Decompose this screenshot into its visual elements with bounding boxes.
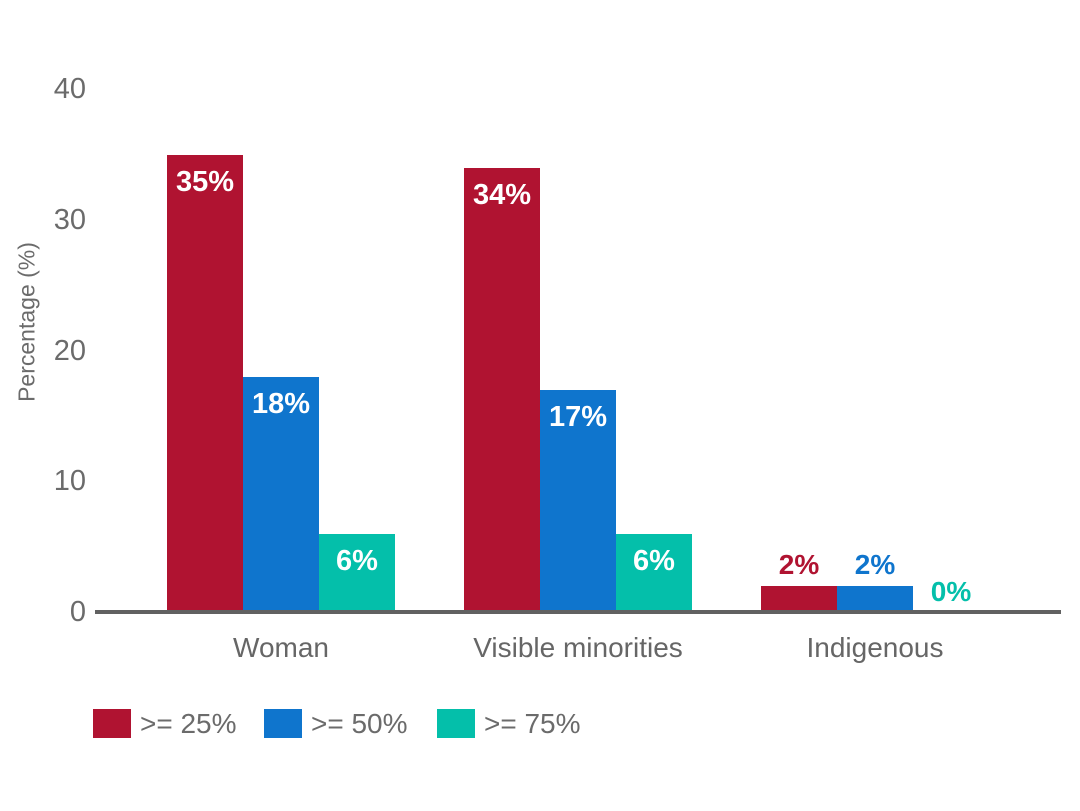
legend-swatch-50 <box>264 709 302 738</box>
bar-value-label: 2% <box>778 549 820 580</box>
bar-indigenous-1 <box>761 586 837 612</box>
bar-value-label: 35% <box>175 166 235 198</box>
bar-value-label: 0% <box>930 576 972 607</box>
bar-value-label: 6% <box>633 545 675 577</box>
bar-value-label: 18% <box>251 388 311 420</box>
legend-swatch-25 <box>93 709 131 738</box>
bar-value-label: 17% <box>548 401 608 433</box>
legend-swatch-75 <box>437 709 475 738</box>
legend-label-50: >= 50% <box>311 708 408 739</box>
y-tick-label: 10 <box>53 465 86 497</box>
y-tick-label: 0 <box>69 596 86 628</box>
y-tick-label: 40 <box>53 73 86 105</box>
bar-visible-minorities-1 <box>464 168 540 612</box>
legend-label-75: >= 75% <box>484 708 581 739</box>
x-category-label-visible-minorities: Visible minorities <box>473 632 683 663</box>
y-axis-title: Percentage (%) <box>13 242 40 402</box>
bar-visible-minorities-3 <box>616 534 692 612</box>
bar-indigenous-2 <box>837 586 913 612</box>
x-axis-line <box>95 610 1061 614</box>
x-category-label-woman: Woman <box>233 632 329 663</box>
y-tick-label: 30 <box>53 204 86 236</box>
legend-label-25: >= 25% <box>140 708 237 739</box>
bar-value-label: 6% <box>336 545 378 577</box>
y-tick-label: 20 <box>53 335 86 367</box>
bar-woman-3 <box>319 534 395 612</box>
bar-woman-2 <box>243 377 319 612</box>
x-category-label-indigenous: Indigenous <box>806 632 944 663</box>
bar-value-label: 2% <box>854 549 896 580</box>
bar-visible-minorities-2 <box>540 390 616 612</box>
bar-value-label: 34% <box>472 179 532 211</box>
bar-woman-1 <box>167 155 243 612</box>
